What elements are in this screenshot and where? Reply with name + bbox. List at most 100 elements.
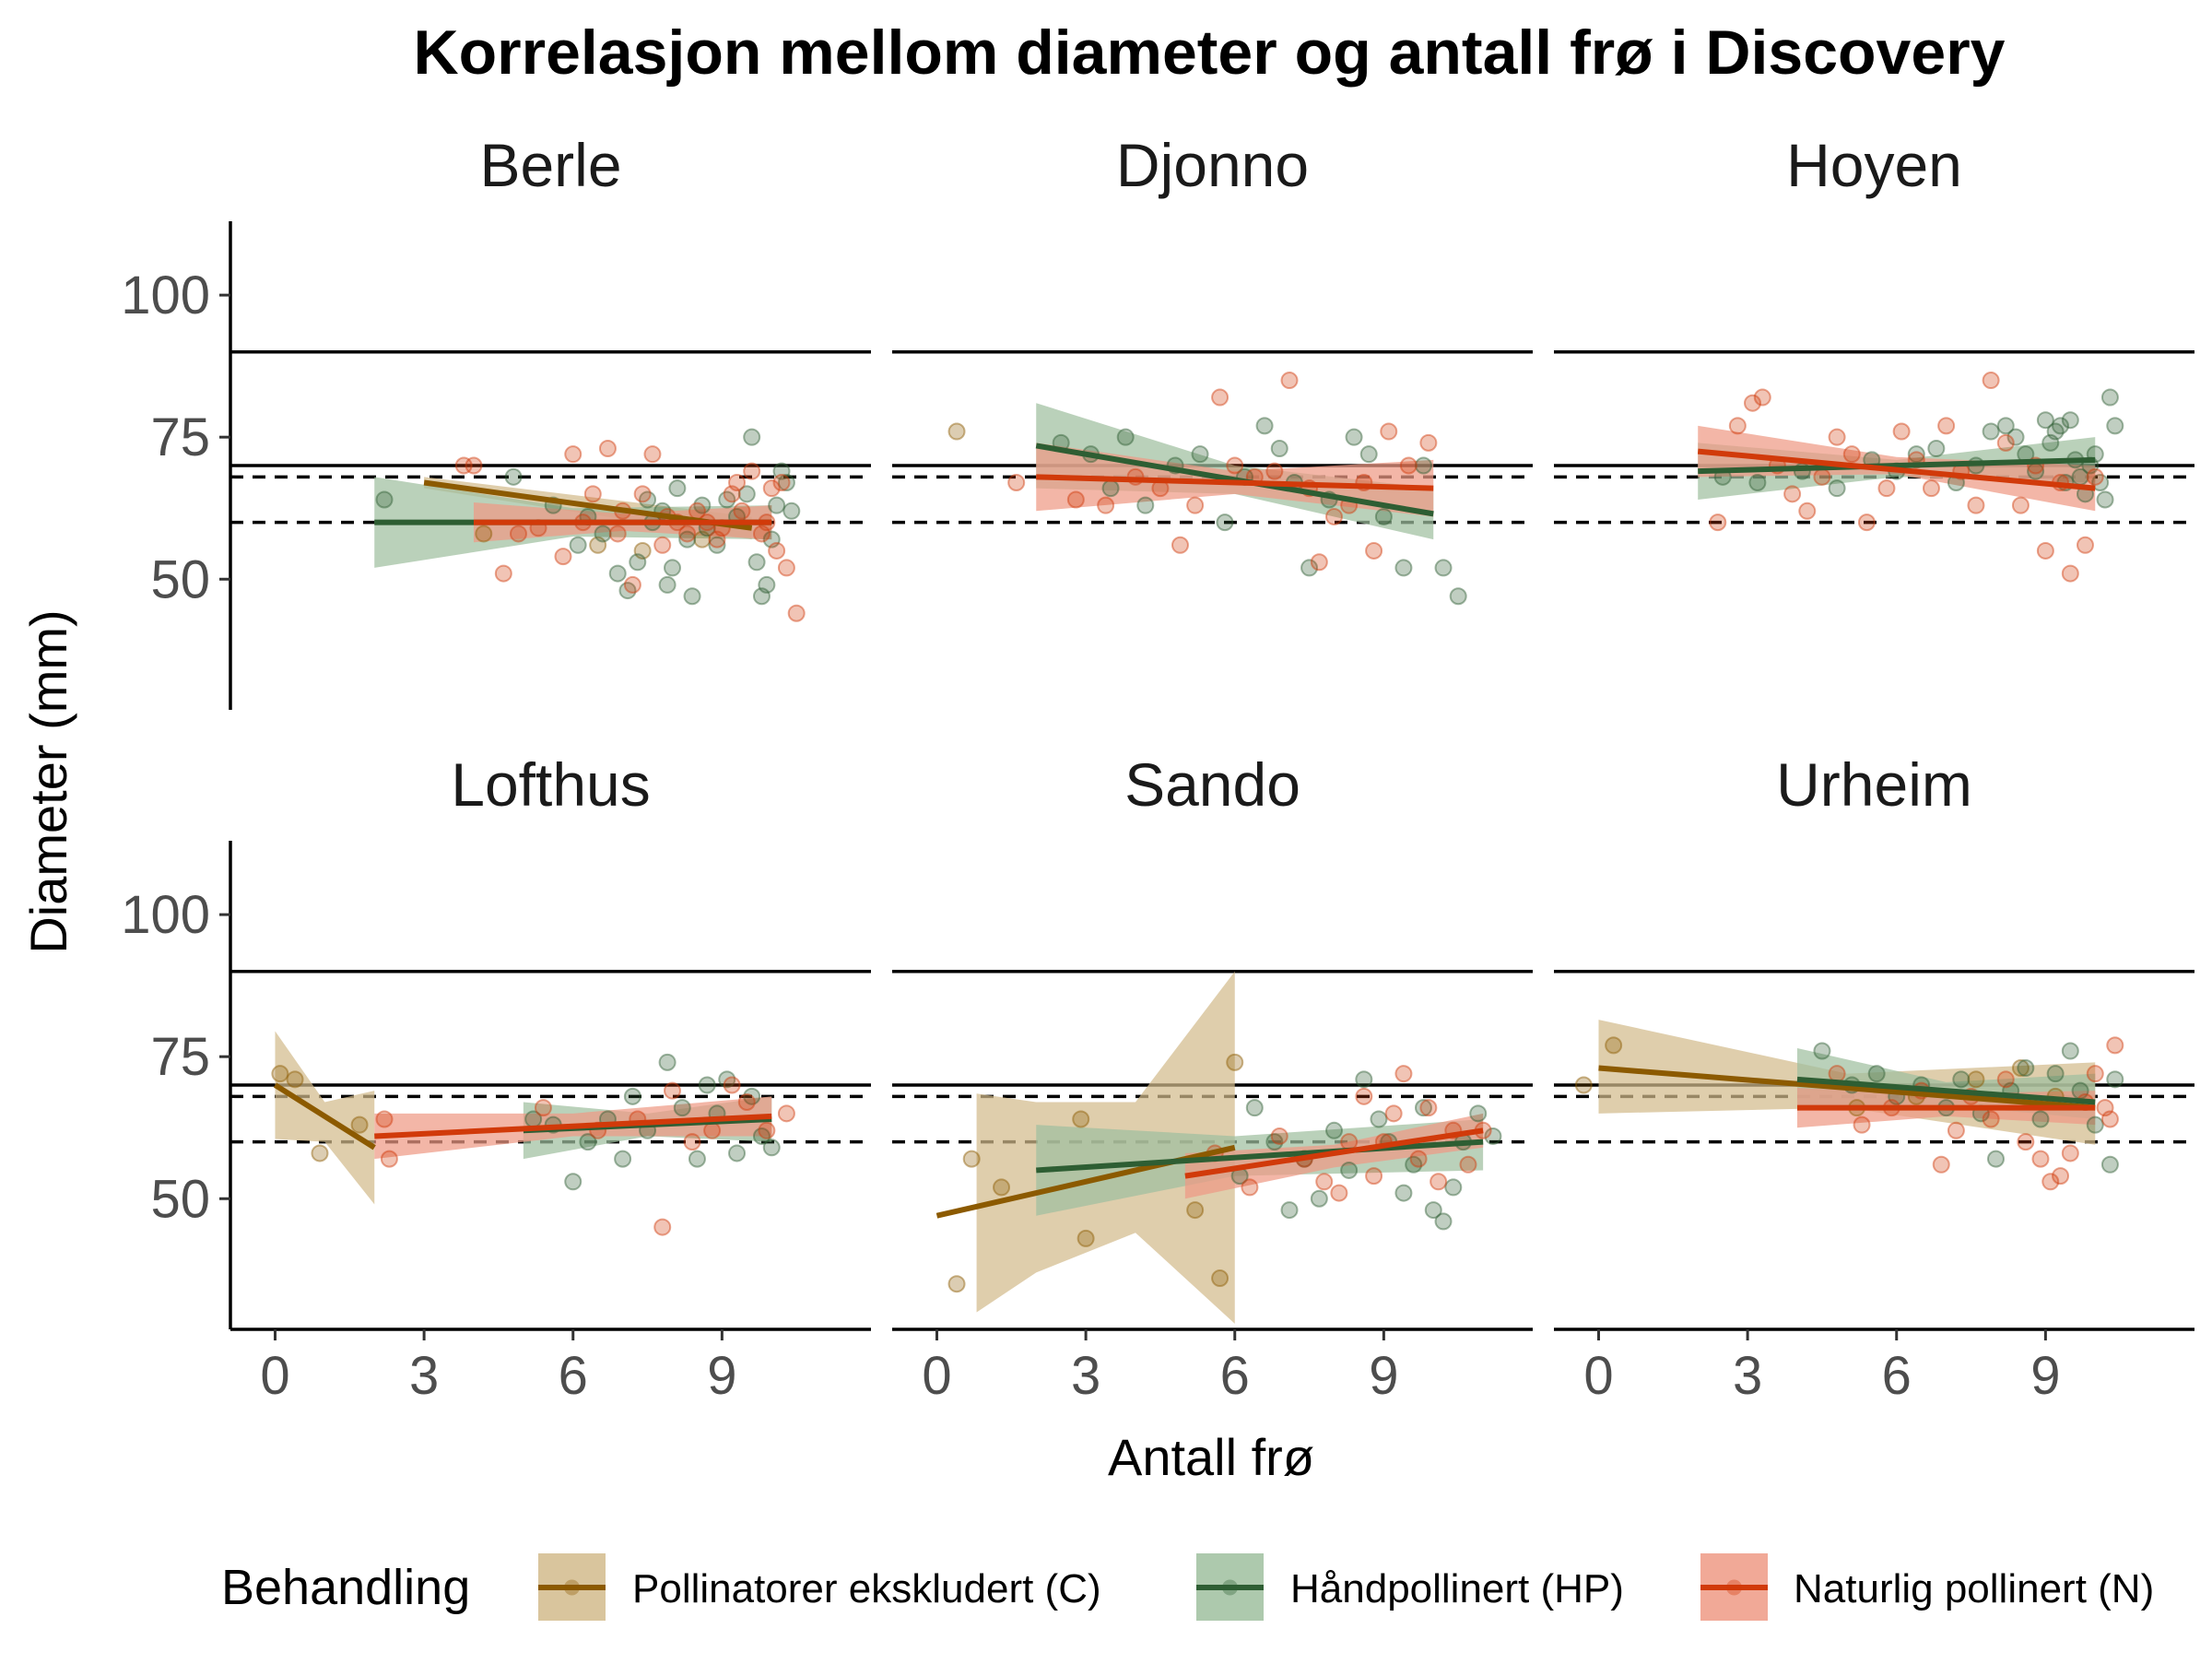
x-tick-label: 0	[922, 1346, 951, 1406]
data-point-hp	[1355, 1070, 1373, 1089]
x-tick-label: 6	[1220, 1346, 1250, 1406]
data-point-n	[723, 1076, 741, 1094]
data-point-hp	[2100, 388, 2119, 407]
data-point-hp	[752, 1127, 771, 1145]
fit-line-c	[1598, 1065, 2096, 1111]
data-point-n	[1996, 433, 2015, 452]
data-point-n	[564, 445, 582, 464]
panel-title-lofthus: Lofthus	[451, 750, 651, 819]
y-tick-label: 50	[150, 1169, 210, 1229]
data-point-n	[1265, 462, 1284, 480]
data-point-hp	[718, 490, 736, 509]
data-point-hp	[777, 473, 795, 491]
data-point-hp	[668, 479, 687, 498]
y-tick-label: 75	[150, 407, 210, 467]
data-point-hp	[1265, 1133, 1284, 1151]
data-point-n	[2061, 564, 2079, 583]
data-point-c	[1226, 1053, 1244, 1071]
data-point-hp	[1340, 1161, 1359, 1179]
fit-line-hp	[1698, 456, 2096, 475]
legend-label-c: Pollinatorer ekskludert (C)	[632, 1566, 1101, 1611]
data-point-hp	[2061, 411, 2079, 430]
x-tick-label: 6	[559, 1346, 588, 1406]
data-point-n	[1783, 485, 1802, 503]
data-point-n	[653, 536, 672, 554]
data-point-n	[1409, 1150, 1428, 1168]
data-point-hp	[1748, 473, 1767, 491]
data-point-hp	[1116, 428, 1135, 446]
data-point-c	[589, 536, 607, 554]
data-point-n	[380, 1150, 398, 1168]
data-point-hp	[1996, 417, 2015, 435]
data-point-c	[271, 1065, 289, 1083]
x-tick-label: 3	[409, 1346, 439, 1406]
data-point-hp	[673, 1099, 691, 1117]
data-point-c	[993, 1178, 1011, 1197]
data-point-n	[1315, 1173, 1334, 1191]
data-point-hp	[1359, 445, 1378, 464]
data-point-n	[1355, 1087, 1373, 1105]
data-point-n	[2086, 467, 2104, 486]
data-point-hp	[768, 496, 786, 514]
data-point-n	[1842, 445, 1861, 464]
data-point-n	[752, 525, 771, 543]
data-point-n	[2086, 1065, 2104, 1083]
data-point-n	[683, 1133, 701, 1151]
data-point-n	[1384, 1104, 1403, 1123]
data-point-hp	[1952, 1070, 1971, 1089]
data-point-n	[1877, 479, 1896, 498]
panel-sando	[892, 969, 1533, 1324]
data-point-hp	[579, 1133, 597, 1151]
data-point-hp	[1469, 1104, 1488, 1123]
data-point-hp	[1484, 1127, 1502, 1145]
data-point-hp	[1813, 1042, 1831, 1060]
data-point-hp	[1414, 456, 1432, 475]
data-point-c	[947, 422, 966, 441]
data-point-n	[1996, 1070, 2015, 1089]
data-point-n	[2041, 1173, 2060, 1191]
data-point-hp	[762, 1139, 781, 1157]
data-point-hp	[1434, 559, 1453, 577]
data-point-n	[2061, 1144, 2079, 1162]
x-tick-label: 3	[1733, 1346, 1762, 1406]
data-point-n	[1828, 1065, 1846, 1083]
data-point-n	[703, 1121, 722, 1139]
panel-title-sando: Sando	[1124, 750, 1300, 819]
data-point-hp	[1191, 445, 1209, 464]
data-point-n	[1097, 496, 1115, 514]
data-point-hp	[2096, 490, 2114, 509]
data-point-c	[1072, 1110, 1090, 1128]
data-point-n	[1419, 433, 1438, 452]
data-point-hp	[1345, 428, 1363, 446]
data-point-n	[1922, 479, 1940, 498]
data-point-n	[777, 1104, 795, 1123]
data-point-hp	[1255, 417, 1274, 435]
data-point-hp	[375, 490, 394, 509]
data-point-hp	[678, 530, 697, 549]
panel-lofthus	[230, 969, 871, 1236]
data-point-hp	[1374, 507, 1393, 525]
data-point-hp	[2017, 1059, 2035, 1078]
legend-key-point-c	[564, 1579, 580, 1596]
data-point-hp	[1136, 496, 1155, 514]
fit-line-hp	[1035, 443, 1434, 517]
data-point-n	[733, 502, 751, 520]
data-point-n	[2031, 1150, 2050, 1168]
data-point-hp	[2052, 417, 2070, 435]
data-point-n	[1967, 496, 1985, 514]
data-point-n	[1186, 496, 1205, 514]
legend-title: Behandling	[221, 1560, 470, 1615]
data-point-hp	[728, 1144, 747, 1162]
y-tick-label: 100	[121, 266, 210, 325]
data-point-n	[1982, 1110, 2000, 1128]
data-point-n	[1709, 513, 1727, 532]
data-point-n	[768, 541, 786, 560]
data-point-n	[583, 485, 602, 503]
data-point-n	[1007, 473, 1026, 491]
data-point-n	[2076, 536, 2094, 554]
panel-djonno	[892, 349, 1533, 606]
data-point-n	[2106, 1036, 2124, 1055]
x-tick-label: 9	[2030, 1346, 2060, 1406]
data-point-hp	[504, 467, 523, 486]
